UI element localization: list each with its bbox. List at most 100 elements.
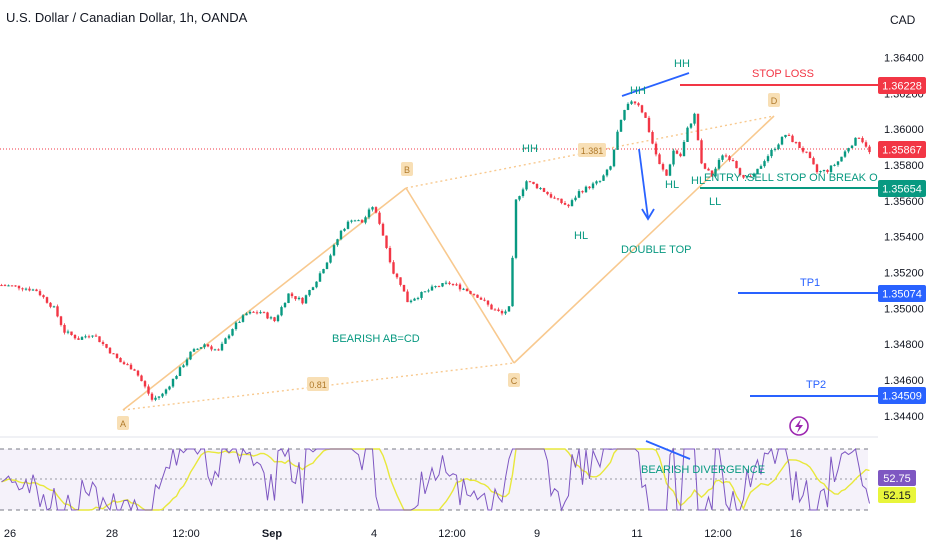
candle-body xyxy=(395,273,399,278)
price-axis[interactable]: 1.364001.362001.360001.358001.356001.354… xyxy=(884,53,924,423)
candle-body xyxy=(805,151,808,153)
candle-body xyxy=(486,300,490,305)
candle-body xyxy=(735,161,738,169)
candle-body xyxy=(73,334,77,339)
candle-body xyxy=(714,168,717,177)
candle-body xyxy=(553,197,556,199)
candle-body xyxy=(231,329,234,336)
candle-body xyxy=(413,298,416,301)
candle-body xyxy=(868,146,871,153)
candle-body xyxy=(623,109,626,120)
candle-body xyxy=(794,142,798,144)
candle-body xyxy=(773,148,777,150)
candle-body xyxy=(815,164,819,173)
candle-body xyxy=(840,156,843,162)
candle-body xyxy=(402,284,406,292)
candle-body xyxy=(38,291,42,296)
candle-body xyxy=(262,312,266,314)
hh-label-2: HH xyxy=(630,85,646,97)
candle-body xyxy=(462,288,465,290)
candle-body xyxy=(59,316,63,325)
candle-body xyxy=(525,181,528,190)
candle-body xyxy=(315,281,318,288)
candle-body xyxy=(346,221,350,229)
candle-body xyxy=(854,137,857,146)
candle-body xyxy=(52,306,56,308)
ll-label: LL xyxy=(709,196,721,208)
candle-body xyxy=(798,142,801,149)
candle-body xyxy=(80,337,84,340)
candle-body xyxy=(567,204,570,207)
candle-body xyxy=(241,315,245,322)
candle-body xyxy=(511,257,514,307)
candle-body xyxy=(441,283,444,287)
candle-body xyxy=(164,389,168,394)
lightning-icon-bolt xyxy=(795,419,803,433)
candle-body xyxy=(500,310,504,314)
hl-label-1: HL xyxy=(574,230,588,242)
candle-body xyxy=(192,349,196,352)
candle-body xyxy=(98,336,101,343)
candle-body xyxy=(469,291,472,294)
candle-body xyxy=(49,302,52,307)
candle-body xyxy=(196,348,199,350)
candle-body xyxy=(367,209,371,218)
rsi-value-tag xyxy=(878,470,916,486)
candle-body xyxy=(364,217,367,223)
candle-body xyxy=(850,145,854,149)
candle-body xyxy=(598,180,602,182)
candle-body xyxy=(581,191,584,193)
candle-body xyxy=(206,344,210,347)
candle-body xyxy=(238,321,241,323)
time-axis[interactable]: 26 28 12:00 Sep 4 12:00 9 11 12:00 16 xyxy=(4,528,802,540)
candle-body xyxy=(731,160,735,162)
candle-body xyxy=(556,198,560,200)
candle-body xyxy=(7,285,10,287)
time-tick-label: 16 xyxy=(790,528,802,540)
candle-body xyxy=(325,262,329,270)
point-c-label: C xyxy=(511,376,518,386)
candle-body xyxy=(528,181,532,183)
price-tick-label: 1.35600 xyxy=(884,196,924,208)
hh-trend-line xyxy=(621,72,690,97)
candle-body xyxy=(542,188,546,192)
chart-title: U.S. Dollar / Canadian Dollar, 1h, OANDA xyxy=(6,10,248,25)
candle-body xyxy=(626,103,630,110)
time-tick-label: 4 xyxy=(371,528,377,540)
candle-body xyxy=(133,369,136,371)
candle-body xyxy=(381,223,385,236)
candle-body xyxy=(483,299,486,301)
candle-body xyxy=(126,364,129,366)
candle-body xyxy=(721,155,724,160)
candle-body xyxy=(136,370,140,376)
hl-label-3: HL xyxy=(691,175,705,187)
candle-body xyxy=(350,220,353,222)
candle-body xyxy=(154,397,157,400)
rsi-band xyxy=(0,449,868,510)
candle-body xyxy=(637,103,640,106)
ab-leg xyxy=(122,187,407,411)
candle-body xyxy=(224,338,227,344)
candle-body xyxy=(672,150,675,165)
candle-body xyxy=(140,375,143,382)
candle-body xyxy=(336,239,339,246)
price-tick-label: 1.34400 xyxy=(884,411,924,423)
candle-body xyxy=(518,196,521,200)
candle-body xyxy=(861,138,864,143)
ratio-bc-label: 0.81 xyxy=(309,380,327,390)
rsi-value-text: 52.75 xyxy=(883,473,911,485)
candle-body xyxy=(745,176,749,178)
candle-body xyxy=(210,346,213,350)
stop-loss-label: STOP LOSS xyxy=(752,68,814,80)
candle-body xyxy=(703,163,707,169)
price-tick-label: 1.34800 xyxy=(884,339,924,351)
candle-body xyxy=(94,335,98,337)
candle-body xyxy=(588,186,591,189)
time-tick-label: 26 xyxy=(4,528,16,540)
candle-body xyxy=(787,134,791,136)
candle-body xyxy=(808,152,812,159)
candle-body xyxy=(129,364,133,370)
candle-body xyxy=(717,159,721,169)
candle-body xyxy=(392,262,395,274)
